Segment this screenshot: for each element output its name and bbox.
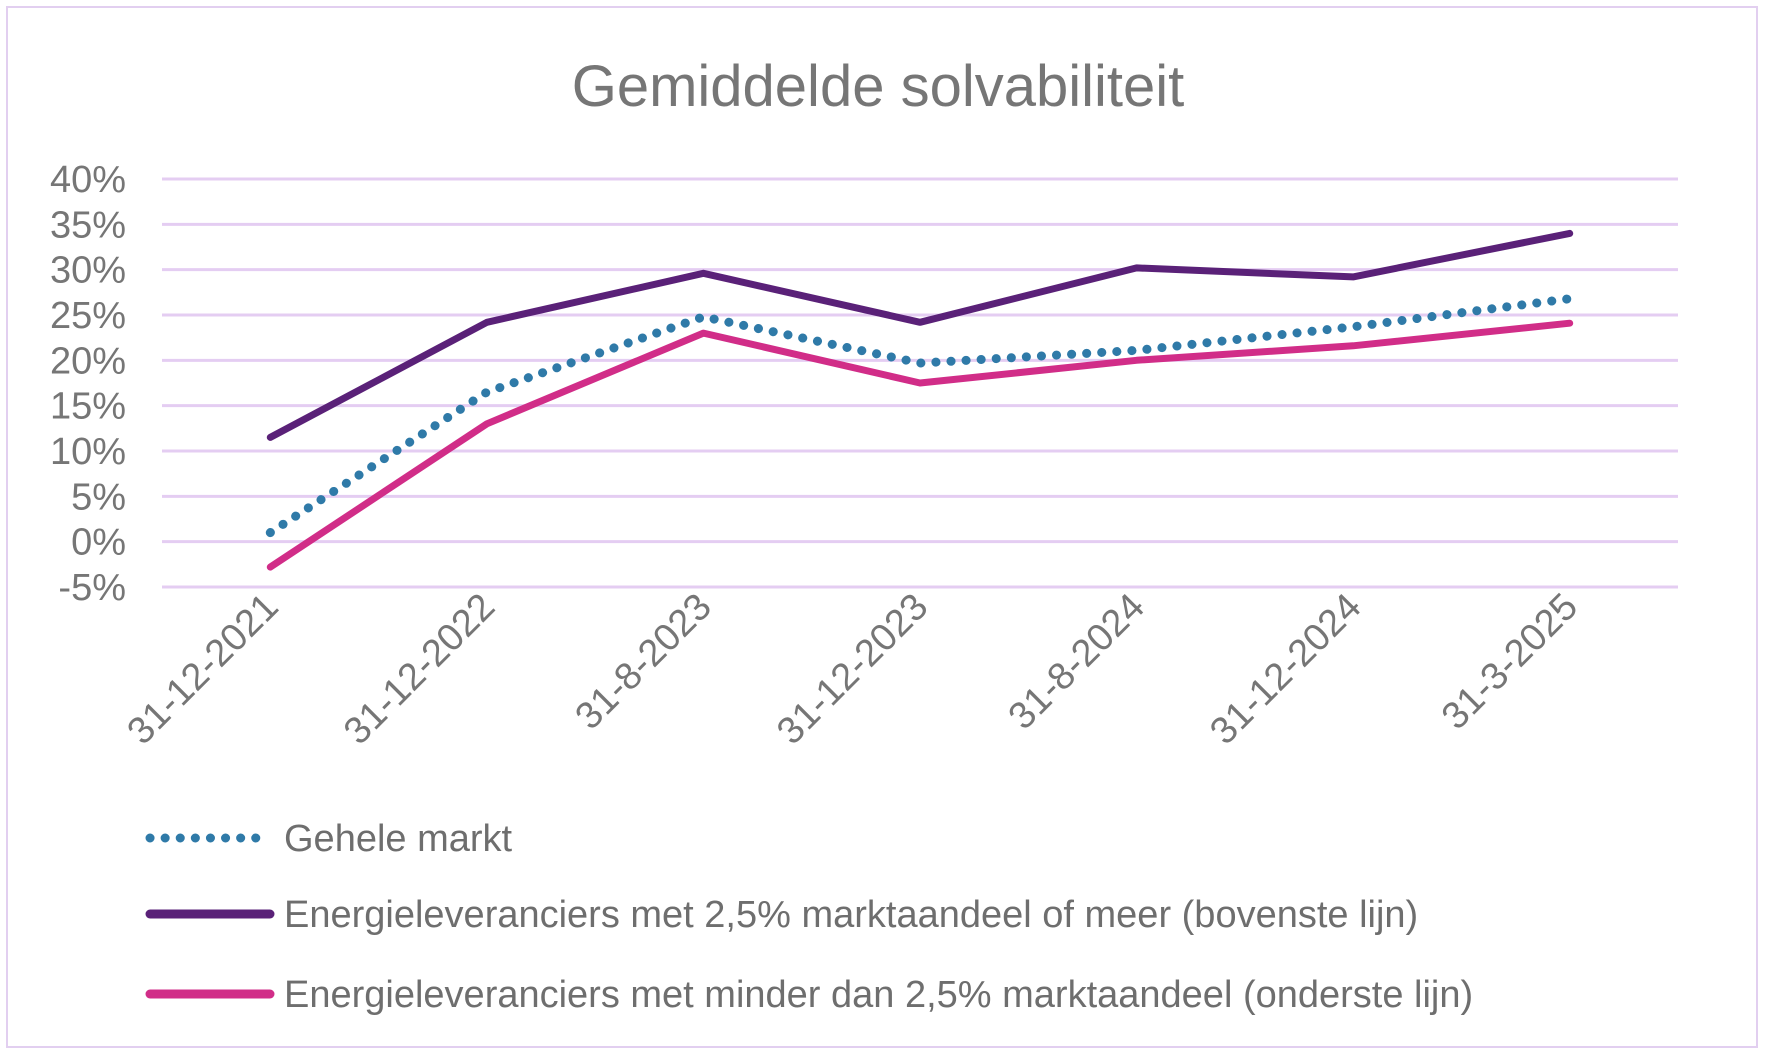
x-tick-label: 31-12-2024 [1202, 586, 1369, 753]
x-tick-label: 31-8-2023 [568, 586, 720, 738]
chart-title: Gemiddelde solvabiliteit [572, 54, 1185, 119]
legend-label: Energieleveranciers met 2,5% marktaandee… [284, 894, 1418, 936]
y-tick-label: 35% [50, 204, 126, 246]
y-axis-tick-labels: 40%35%30%25%20%15%10%5%0%-5% [50, 159, 126, 609]
y-tick-label: 30% [50, 250, 126, 292]
x-tick-label: 31-3-2025 [1434, 586, 1586, 738]
y-tick-label: -5% [58, 567, 126, 609]
y-tick-label: 10% [50, 431, 126, 473]
y-tick-label: 15% [50, 386, 126, 428]
legend-item: Gehele markt [145, 818, 513, 860]
legend-item: Energieleveranciers met 2,5% marktaandee… [145, 894, 1418, 936]
legend: Gehele markt Energieleveranciers met 2,5%… [145, 818, 1473, 1016]
x-tick-label: 31-12-2023 [769, 586, 936, 753]
chart-frame: Gemiddelde solvabiliteit 40% 35% 30% 25% 20%… [6, 6, 1758, 1048]
y-tick-label: 40% [50, 159, 126, 201]
x-axis-tick-labels: 31-12-2021 31-12-2022 31-8-2023 31-12-2023 3… [119, 586, 1586, 753]
legend-label: Energieleveranciers met minder dan 2,5% … [284, 974, 1473, 1016]
legend-label: Gehele markt [284, 818, 513, 860]
line-chart: Gemiddelde solvabiliteit 40%35%30%25%20%… [50, 54, 1678, 1016]
x-tick-label: 31-8-2024 [1001, 586, 1153, 738]
x-tick-label: 31-12-2022 [336, 586, 503, 753]
legend-item: Energieleveranciers met minder dan 2,5% … [145, 974, 1473, 1016]
x-tick-label: 31-12-2021 [119, 586, 286, 753]
y-tick-label: 25% [50, 295, 126, 337]
y-tick-label: 0% [71, 522, 126, 564]
series-lines [265, 229, 1575, 571]
y-tick-label: 5% [71, 476, 126, 518]
y-tick-label: 20% [50, 340, 126, 382]
